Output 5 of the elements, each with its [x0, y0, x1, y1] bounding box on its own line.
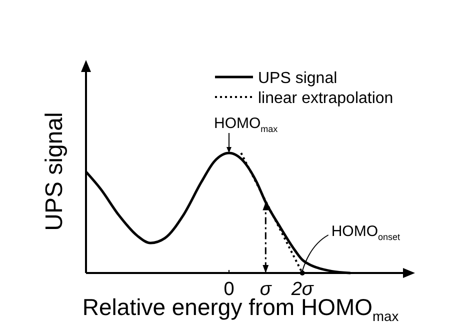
annotation: HOMO$_{max}$ — [214, 115, 278, 134]
legend-label: linear extrapolation — [258, 90, 394, 107]
annotation: HOMO$_{onset}$ — [331, 223, 401, 242]
legend-label: UPS signal — [258, 70, 338, 87]
y-axis-title: UPS signal — [41, 112, 68, 231]
